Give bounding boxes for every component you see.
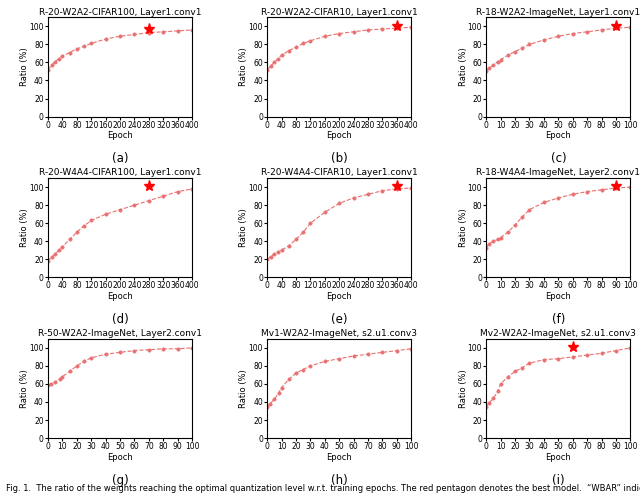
Text: (f): (f): [552, 313, 565, 326]
Title: R-20-W2A2-CIFAR100, Layer1.conv1: R-20-W2A2-CIFAR100, Layer1.conv1: [39, 7, 202, 16]
X-axis label: Epoch: Epoch: [545, 452, 571, 462]
X-axis label: Epoch: Epoch: [326, 292, 352, 301]
Y-axis label: Ratio (%): Ratio (%): [20, 208, 29, 247]
Text: Fig. 1.  The ratio of the weights reaching the optimal quantization level w.r.t.: Fig. 1. The ratio of the weights reachin…: [6, 484, 640, 493]
Title: R-20-W4A4-CIFAR100, Layer1.conv1: R-20-W4A4-CIFAR100, Layer1.conv1: [39, 168, 202, 177]
Y-axis label: Ratio (%): Ratio (%): [239, 369, 248, 408]
Y-axis label: Ratio (%): Ratio (%): [20, 369, 29, 408]
Text: (c): (c): [550, 152, 566, 165]
Text: (e): (e): [331, 313, 348, 326]
X-axis label: Epoch: Epoch: [545, 292, 571, 301]
Y-axis label: Ratio (%): Ratio (%): [20, 48, 29, 86]
Text: (h): (h): [331, 474, 348, 487]
Title: R-50-W2A2-ImageNet, Layer2.conv1: R-50-W2A2-ImageNet, Layer2.conv1: [38, 329, 202, 338]
Title: Mv1-W2A2-ImageNet, s2.u1.conv3: Mv1-W2A2-ImageNet, s2.u1.conv3: [261, 329, 417, 338]
Text: (g): (g): [112, 474, 129, 487]
X-axis label: Epoch: Epoch: [108, 131, 133, 140]
Text: (i): (i): [552, 474, 564, 487]
Title: R-20-W4A4-CIFAR10, Layer1.conv1: R-20-W4A4-CIFAR10, Layer1.conv1: [261, 168, 417, 177]
X-axis label: Epoch: Epoch: [108, 452, 133, 462]
Title: R-20-W2A2-CIFAR10, Layer1.conv1: R-20-W2A2-CIFAR10, Layer1.conv1: [261, 7, 417, 16]
Title: Mv2-W2A2-ImageNet, s2.u1.conv3: Mv2-W2A2-ImageNet, s2.u1.conv3: [481, 329, 636, 338]
Y-axis label: Ratio (%): Ratio (%): [459, 369, 468, 408]
X-axis label: Epoch: Epoch: [326, 131, 352, 140]
X-axis label: Epoch: Epoch: [545, 131, 571, 140]
Title: R-18-W2A2-ImageNet, Layer1.conv1: R-18-W2A2-ImageNet, Layer1.conv1: [476, 7, 640, 16]
Text: (a): (a): [112, 152, 129, 165]
X-axis label: Epoch: Epoch: [326, 452, 352, 462]
Y-axis label: Ratio (%): Ratio (%): [239, 48, 248, 86]
Text: (b): (b): [331, 152, 348, 165]
X-axis label: Epoch: Epoch: [108, 292, 133, 301]
Title: R-18-W4A4-ImageNet, Layer2.conv1: R-18-W4A4-ImageNet, Layer2.conv1: [476, 168, 640, 177]
Y-axis label: Ratio (%): Ratio (%): [239, 208, 248, 247]
Text: (d): (d): [112, 313, 129, 326]
Y-axis label: Ratio (%): Ratio (%): [459, 48, 468, 86]
Y-axis label: Ratio (%): Ratio (%): [459, 208, 468, 247]
